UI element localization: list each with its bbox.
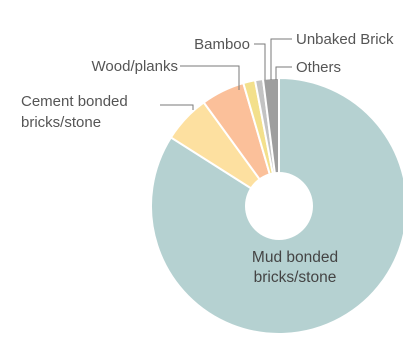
label-cement-bonded-line1: Cement bonded: [21, 93, 128, 110]
leader-bamboo: [254, 43, 266, 80]
label-wood-planks: Wood/planks: [92, 58, 178, 75]
label-mud-bonded-line2: bricks/stone: [254, 269, 337, 286]
label-mud-bonded-line1: Mud bonded: [252, 249, 338, 266]
leader-unbaked-bricks: [270, 38, 292, 80]
label-others: Others: [296, 59, 341, 76]
donut-hole: [245, 172, 313, 240]
leader-cement-bonded: [160, 104, 194, 110]
leader-wood-planks: [180, 65, 240, 90]
label-bamboo: Bamboo: [194, 36, 250, 53]
leader-others: [275, 66, 292, 80]
label-cement-bonded-line2: bricks/stone: [21, 114, 101, 131]
label-unbaked-bricks: Unbaked Brick: [296, 31, 394, 48]
label-leaders: [160, 38, 292, 110]
